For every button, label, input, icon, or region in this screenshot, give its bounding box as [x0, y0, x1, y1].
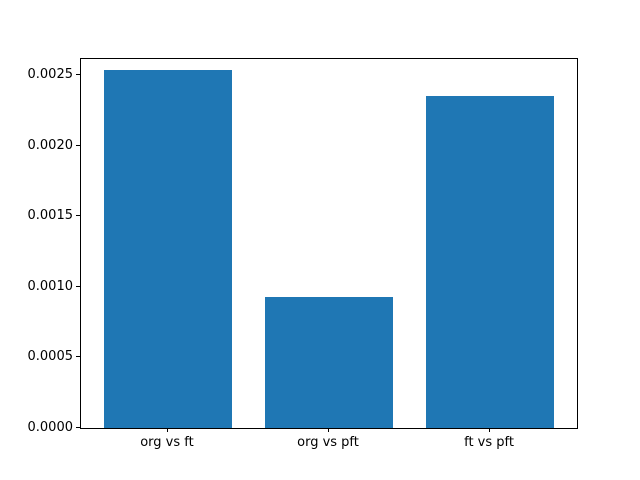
y-tick-mark: [76, 144, 80, 146]
x-tick-mark: [328, 428, 329, 432]
x-tick-mark: [489, 428, 491, 432]
y-tick-label: 0.0010: [27, 278, 74, 294]
x-tick-label: org vs pft: [297, 435, 359, 450]
y-tick-label: 0.0015: [27, 208, 74, 224]
x-tick-label: org vs ft: [140, 435, 194, 450]
bar-ft-vs-pft: [425, 95, 555, 428]
bar-org-vs-pft: [264, 297, 394, 428]
y-tick-label: 0.0000: [27, 419, 74, 435]
x-tick-label: ft vs pft: [464, 435, 514, 450]
y-tick-mark: [76, 356, 80, 358]
y-tick-label: 0.0020: [27, 137, 74, 153]
y-tick-mark: [76, 426, 80, 428]
y-tick-mark: [76, 285, 80, 287]
x-tick-mark: [166, 428, 168, 432]
y-tick-mark: [76, 74, 80, 76]
y-tick-label: 0.0025: [27, 67, 74, 83]
plot-area: [80, 58, 578, 429]
y-tick-label: 0.0005: [27, 349, 74, 365]
y-tick-mark: [76, 215, 80, 217]
bar-org-vs-ft: [103, 70, 233, 428]
